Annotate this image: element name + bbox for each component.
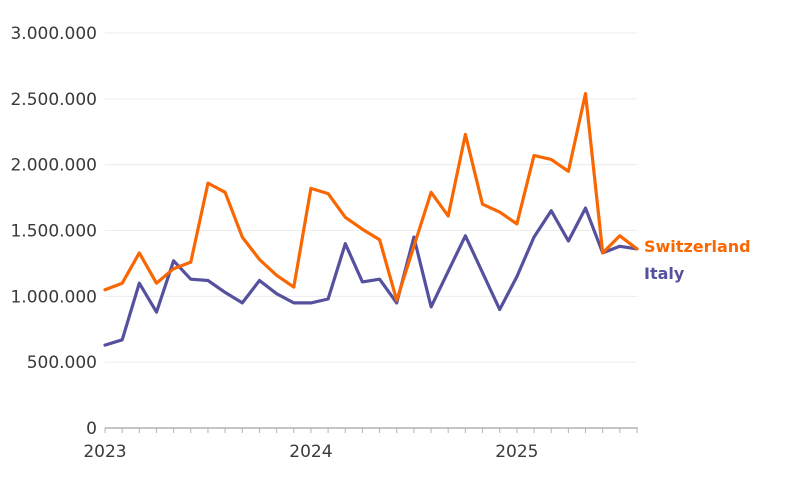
y-axis-tick-label: 2.500.000 — [10, 90, 97, 110]
y-axis-tick-label: 1.500.000 — [10, 222, 97, 242]
legend-label-italy: Italy — [644, 264, 685, 283]
x-axis-year-label: 2025 — [495, 442, 538, 462]
legend-label-switzerland: Switzerland — [644, 237, 751, 256]
x-axis-year-label: 2023 — [83, 442, 126, 462]
y-axis-tick-label: 500.000 — [27, 353, 97, 373]
series-line-italy — [103, 206, 639, 347]
y-axis-tick-label: 0 — [86, 419, 97, 439]
series-line-switzerland — [103, 91, 639, 302]
y-axis-tick-label: 3.000.000 — [10, 24, 97, 44]
y-axis-tick-label: 1.000.000 — [10, 287, 97, 307]
y-axis-tick-label: 2.000.000 — [10, 156, 97, 176]
x-axis-year-label: 2024 — [289, 442, 332, 462]
